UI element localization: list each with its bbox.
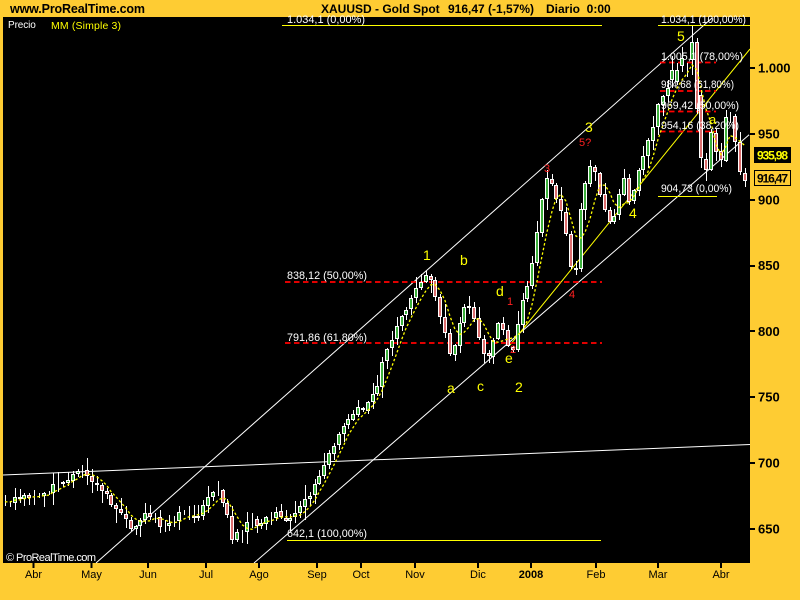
svg-text:950: 950 [758, 127, 780, 142]
svg-text:650: 650 [758, 521, 780, 536]
svg-text:900: 900 [758, 192, 780, 207]
svg-text:700: 700 [758, 456, 780, 471]
svg-text:a: a [447, 380, 455, 396]
svg-text:Abr: Abr [25, 569, 42, 581]
svg-text:Precio: Precio [8, 20, 37, 31]
svg-text:Jun: Jun [139, 569, 157, 581]
svg-text:984,68 (61,80%): 984,68 (61,80%) [661, 79, 734, 91]
svg-text:750: 750 [758, 390, 780, 405]
svg-text:916,47 (-1,57%): 916,47 (-1,57%) [448, 2, 534, 16]
svg-text:5?: 5? [579, 137, 591, 149]
svg-text:954,16 (38,20%): 954,16 (38,20%) [661, 120, 739, 132]
svg-text:2008: 2008 [519, 569, 543, 581]
svg-text:Jul: Jul [199, 569, 213, 581]
svg-text:May: May [81, 569, 102, 581]
svg-text:850: 850 [758, 258, 780, 273]
svg-text:935,98: 935,98 [757, 149, 788, 163]
svg-text:1.034,1 (100,00%): 1.034,1 (100,00%) [661, 14, 746, 26]
svg-text:904,73 (0,00%): 904,73 (0,00%) [661, 183, 732, 195]
svg-text:1.000: 1.000 [758, 61, 791, 76]
svg-text:5: 5 [677, 28, 685, 44]
svg-text:Feb: Feb [587, 569, 606, 581]
svg-text:Dic: Dic [470, 569, 486, 581]
svg-text:3: 3 [544, 163, 550, 175]
svg-text:d: d [496, 283, 504, 299]
svg-text:1.005,1 (78,00%): 1.005,1 (78,00%) [661, 51, 743, 63]
svg-text:Oct: Oct [352, 569, 369, 581]
svg-text:a: a [709, 112, 717, 127]
svg-text:e: e [505, 350, 513, 366]
svg-text:© ProRealTime.com: © ProRealTime.com [6, 552, 96, 564]
svg-text:1.034,1 (0,00%): 1.034,1 (0,00%) [287, 14, 365, 26]
svg-text:Nov: Nov [405, 569, 425, 581]
svg-text:MM (Simple 3): MM (Simple 3) [51, 20, 121, 32]
svg-text:2: 2 [510, 344, 516, 356]
svg-text:Abr: Abr [712, 569, 729, 581]
svg-text:800: 800 [758, 324, 780, 339]
svg-text:838,12 (50,00%): 838,12 (50,00%) [287, 270, 367, 282]
svg-text:4: 4 [569, 289, 575, 301]
svg-text:Sep: Sep [307, 569, 327, 581]
svg-text:3: 3 [585, 119, 593, 135]
svg-text:www.ProRealTime.com: www.ProRealTime.com [9, 2, 145, 16]
svg-text:c: c [477, 378, 484, 394]
svg-text:969,42 (50,00%): 969,42 (50,00%) [661, 100, 739, 112]
svg-text:Mar: Mar [649, 569, 668, 581]
svg-text:Diario 0:00: Diario 0:00 [546, 2, 611, 16]
svg-text:XAUUSD - Gold Spot: XAUUSD - Gold Spot [321, 2, 440, 16]
svg-text:916,47: 916,47 [757, 172, 788, 186]
svg-text:4: 4 [629, 205, 637, 221]
svg-text:642,1 (100,00%): 642,1 (100,00%) [287, 528, 367, 540]
svg-text:791,86 (61,80%): 791,86 (61,80%) [287, 332, 367, 344]
svg-text:1: 1 [423, 247, 431, 263]
svg-text:Ago: Ago [249, 569, 269, 581]
svg-text:1: 1 [507, 296, 513, 308]
svg-text:b: b [460, 252, 468, 268]
svg-text:2: 2 [515, 379, 523, 395]
